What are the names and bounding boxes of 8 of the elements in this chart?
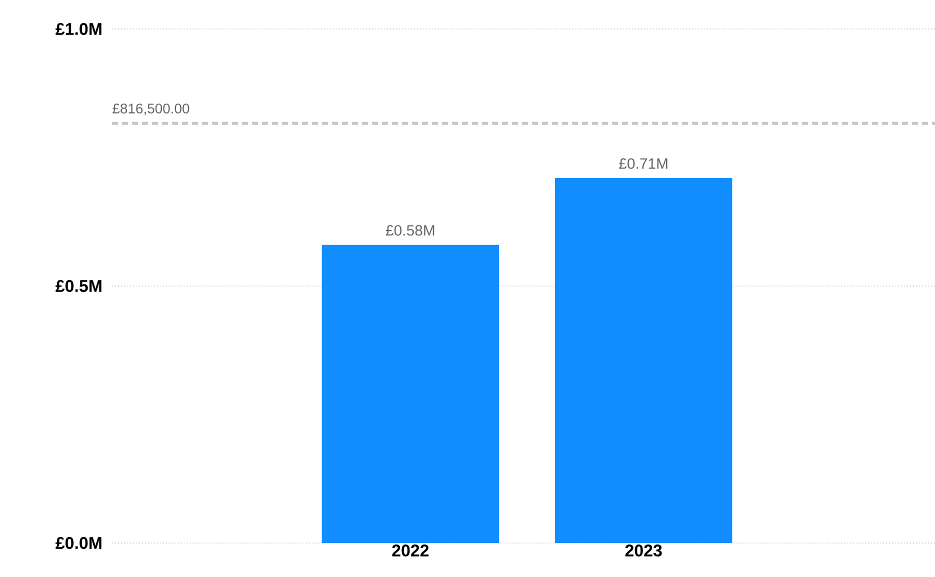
y-tick-label: £0.5M <box>56 280 102 292</box>
x-tick-label: 2022 <box>392 544 429 557</box>
data-label: £0.71M <box>619 158 668 169</box>
ref-line-label: £816,500.00 <box>112 104 190 116</box>
x-tick-label: 2023 <box>625 544 662 557</box>
data-label: £0.58M <box>386 225 434 236</box>
y-tick-label: £1.0M <box>56 22 102 35</box>
y-tick-label: £0.0M <box>56 537 102 549</box>
